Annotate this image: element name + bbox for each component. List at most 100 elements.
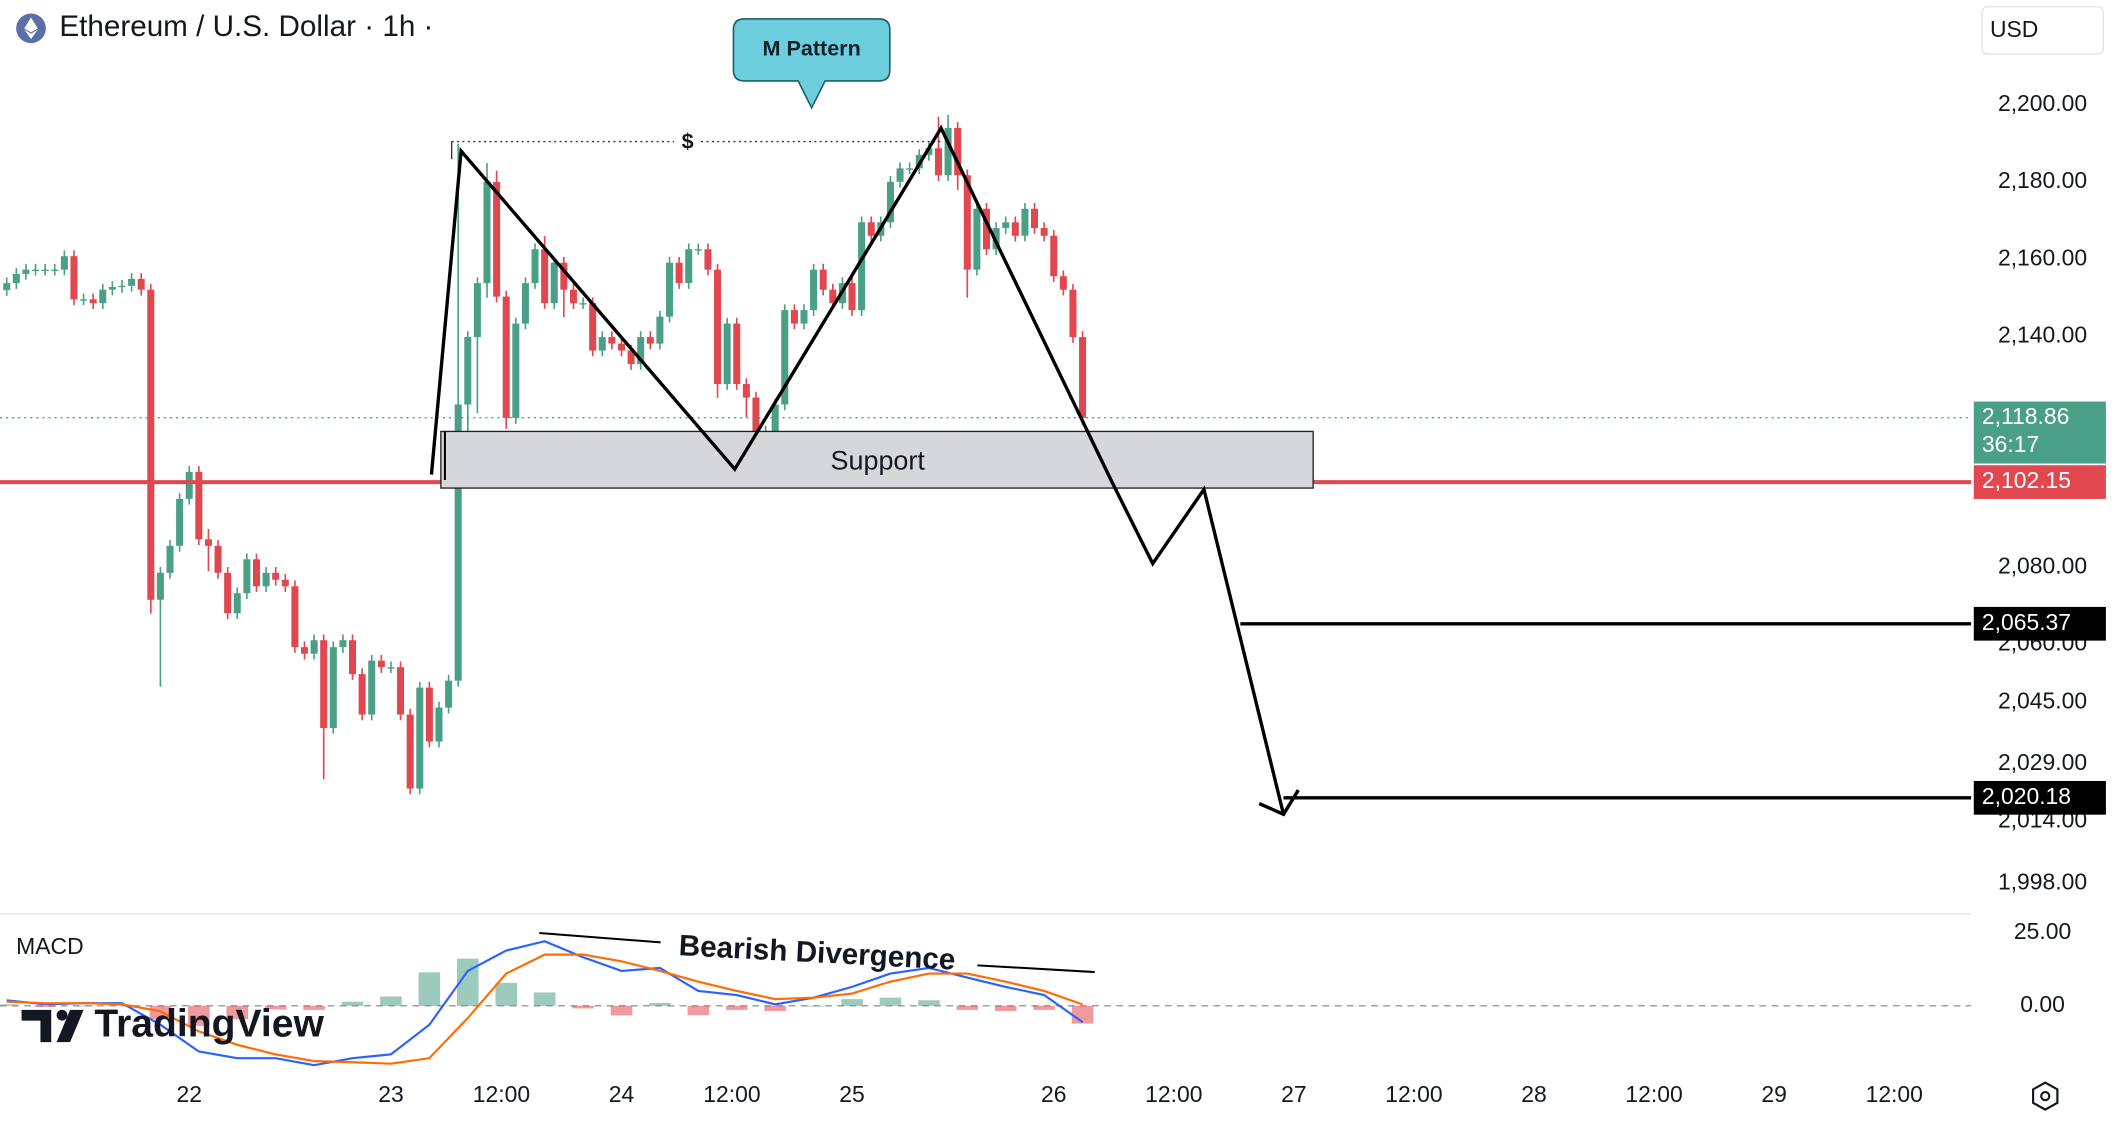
histogram-bar <box>226 1005 249 1020</box>
x-tick-label: 12:00 <box>1145 1081 1202 1107</box>
x-tick-label: 12:00 <box>1385 1081 1442 1107</box>
candle-body <box>608 337 616 344</box>
candle-body <box>195 471 203 540</box>
histogram-bar <box>380 996 402 1006</box>
candle-body <box>1079 337 1087 418</box>
price-label: 2,065.37 <box>1982 609 2071 635</box>
candle-body <box>291 586 299 648</box>
candle-body <box>925 148 933 155</box>
candle-body <box>1031 208 1039 229</box>
y-tick-label: 0.00 <box>2020 991 2065 1017</box>
price-pane: 2,200.00 2,180.00 2,160.00 2,140.00 2,080.00… <box>0 90 2087 894</box>
candle-body <box>425 687 433 742</box>
candle-body <box>349 640 357 675</box>
brand-logo <box>21 1009 84 1043</box>
candle-body <box>224 572 232 614</box>
histogram-bar <box>918 1000 940 1006</box>
candle-body <box>666 262 674 317</box>
histogram-bar <box>0 1004 18 1006</box>
countdown-label: 36:17 <box>1982 431 2039 457</box>
x-tick-label: 27 <box>1281 1081 1306 1107</box>
price-label: 2,020.18 <box>1982 783 2071 809</box>
candle-body <box>454 404 462 681</box>
settings-icon[interactable] <box>2040 1090 2051 1102</box>
candle-body <box>108 286 116 290</box>
candle-body <box>963 175 971 270</box>
candle-body <box>973 208 981 270</box>
candle-body <box>272 572 280 580</box>
histogram-bar <box>418 972 441 1006</box>
y-tick-label: 2,200.00 <box>1998 90 2087 116</box>
candle-body <box>800 310 808 324</box>
candle-body <box>627 350 635 365</box>
histogram-bar <box>341 1001 364 1006</box>
x-tick-label: 12:00 <box>473 1081 530 1107</box>
brand-name: TradingView <box>94 1002 324 1045</box>
candle-body <box>646 337 654 344</box>
x-tick-label: 12:00 <box>1866 1081 1923 1107</box>
candle-body <box>320 640 328 729</box>
candle-body <box>848 283 856 311</box>
candle-body <box>752 397 760 459</box>
candle-body <box>329 647 337 729</box>
histogram-bar <box>457 958 479 1006</box>
settings-icon[interactable] <box>2032 1081 2059 1111</box>
candle-body <box>214 545 222 573</box>
y-tick-label: 2,045.00 <box>1998 687 2087 713</box>
candle-body <box>300 647 309 654</box>
candle-body <box>89 299 97 304</box>
currency-label[interactable]: USD <box>1990 16 2038 42</box>
pattern-drawing <box>429 124 1286 815</box>
candle-body <box>483 181 491 284</box>
candle-body <box>137 278 145 290</box>
histogram-bar <box>764 1005 786 1012</box>
candle-body <box>589 303 597 351</box>
y-tick-label: 2,029.00 <box>1998 749 2087 775</box>
histogram-bar <box>802 1005 825 1007</box>
candle-body <box>560 262 568 290</box>
candle-body <box>358 674 366 715</box>
candle-body <box>637 337 645 365</box>
candle-body <box>694 249 702 251</box>
candle-body <box>579 303 587 305</box>
candle-body <box>617 343 625 351</box>
candle-body <box>406 714 414 789</box>
candle-body <box>771 404 779 432</box>
candle-body <box>70 256 78 300</box>
candle-body <box>829 289 837 304</box>
candle-body <box>704 249 712 270</box>
candle-body <box>810 269 818 311</box>
y-tick-label: 2,080.00 <box>1998 552 2087 578</box>
histogram-bar <box>649 1002 671 1006</box>
x-tick-label: 12:00 <box>1625 1081 1682 1107</box>
arrow-head <box>1258 789 1300 817</box>
candle-body <box>531 249 539 284</box>
candle-body <box>1002 222 1010 229</box>
candle-body <box>99 289 107 304</box>
x-tick-label: 26 <box>1041 1081 1066 1107</box>
candle-body <box>598 337 606 351</box>
price-label: 2,102.15 <box>1982 467 2071 493</box>
histogram-bar <box>72 1005 95 1007</box>
candle-body <box>80 299 88 301</box>
candle-body <box>944 127 952 176</box>
histogram-bar <box>687 1005 710 1016</box>
candle-body <box>176 498 184 546</box>
candle-body <box>521 283 529 324</box>
candle-body <box>934 148 942 176</box>
currency-button[interactable] <box>1981 6 2104 55</box>
candle-body <box>368 660 376 715</box>
candle-body <box>733 323 741 385</box>
candle-body <box>252 559 260 587</box>
candle-body <box>32 269 40 271</box>
candle-body <box>204 539 212 546</box>
divergence-line <box>539 931 661 944</box>
candle-body <box>310 640 318 654</box>
price-label-box <box>1973 401 2106 464</box>
candle-body <box>886 181 894 223</box>
candle-body <box>147 289 155 600</box>
candle-body <box>1040 228 1048 236</box>
